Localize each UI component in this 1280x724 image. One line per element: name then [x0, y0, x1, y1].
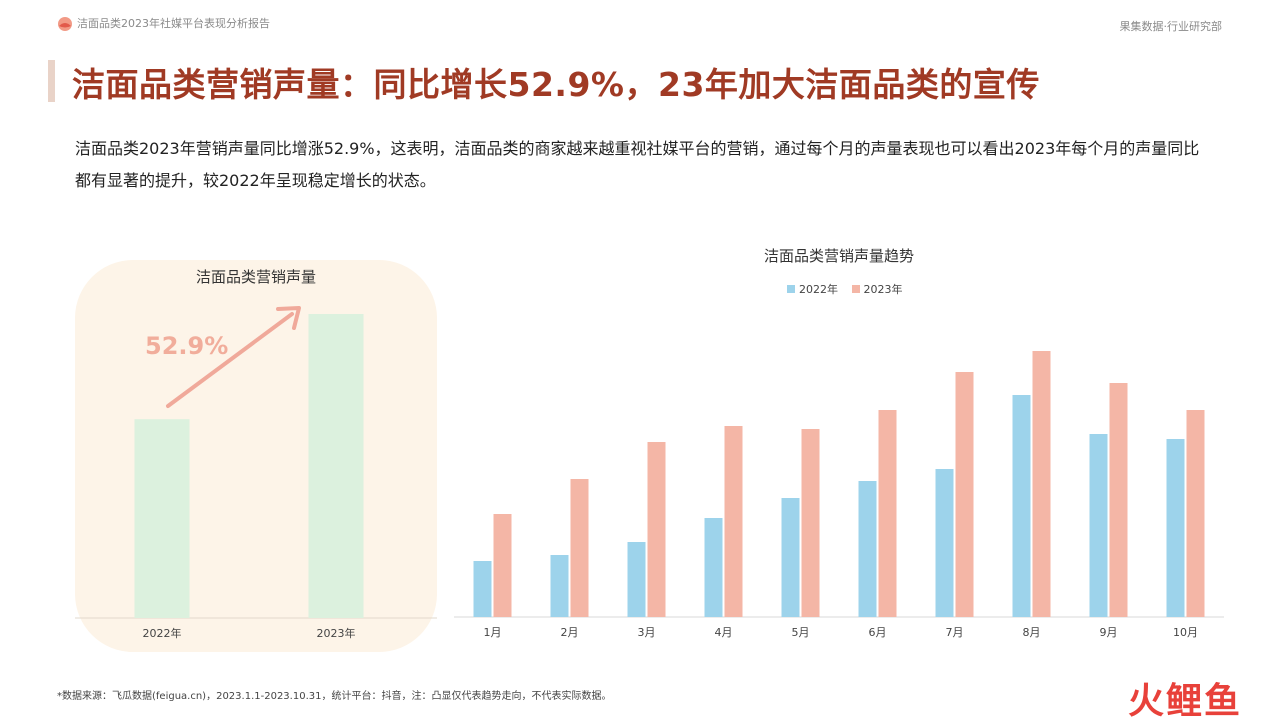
- monthly-bar-2023年-10月: [1186, 410, 1205, 617]
- monthly-tick-label: 6月: [869, 626, 887, 639]
- growth-percentage-label: 52.9%: [145, 332, 228, 360]
- monthly-bar-2023年-5月: [801, 429, 820, 617]
- monthly-bar-2023年-2月: [570, 479, 589, 617]
- yearly-bar-2022年: [134, 419, 190, 618]
- monthly-tick-label: 1月: [484, 626, 502, 639]
- monthly-chart-title: 洁面品类营销声量趋势: [763, 247, 914, 265]
- monthly-bar-2023年-4月: [724, 426, 743, 617]
- monthly-bar-2022年-1月: [473, 561, 492, 617]
- footnote: *数据来源：飞瓜数据(feigua.cn)，2023.1.1-2023.10.3…: [57, 691, 612, 702]
- monthly-tick-label: 3月: [638, 626, 656, 639]
- growth-arrow-icon: [166, 312, 294, 408]
- monthly-tick-label: 10月: [1173, 626, 1198, 639]
- monthly-tick-label: 8月: [1023, 626, 1041, 639]
- title-accent-bar: [48, 60, 55, 102]
- monthly-bar-2022年-10月: [1166, 439, 1185, 617]
- org-name: 果集数据·行业研究部: [1119, 20, 1223, 33]
- legend-swatch-2022: [787, 285, 795, 293]
- monthly-bar-2023年-6月: [878, 410, 897, 617]
- legend-label-2023: 2023年: [863, 283, 903, 296]
- monthly-bar-2023年-3月: [647, 442, 666, 617]
- monthly-tick-label: 4月: [715, 626, 733, 639]
- monthly-bar-2022年-3月: [627, 542, 646, 617]
- legend-swatch-2023: [851, 285, 860, 293]
- monthly-tick-label: 2月: [561, 626, 579, 639]
- legend-item-2023: 2023年: [851, 281, 903, 297]
- report-title: 洁面品类2023年社媒平台表现分析报告: [77, 17, 270, 30]
- monthly-bar-2022年-9月: [1089, 434, 1108, 617]
- monthly-bar-2023年-8月: [1032, 351, 1051, 617]
- monthly-chart-legend: 2022年 2023年: [787, 281, 913, 297]
- monthly-bar-2023年-7月: [955, 372, 974, 617]
- monthly-bar-2022年-4月: [704, 518, 723, 617]
- monthly-bar-2023年-9月: [1109, 383, 1128, 617]
- yearly-chart-title: 洁面品类营销声量: [195, 268, 316, 286]
- page-title: 洁面品类营销声量：同比增长52.9%，23年加大洁面品类的宣传: [72, 65, 1040, 104]
- monthly-bar-2022年-7月: [935, 469, 954, 617]
- monthly-bar-2022年-2月: [550, 555, 569, 617]
- watermark-logo: 火鲤鱼: [1127, 681, 1242, 722]
- yearly-tick-label: 2023年: [317, 626, 356, 640]
- monthly-tick-label: 5月: [792, 626, 810, 639]
- legend-label-2022: 2022年: [799, 283, 838, 296]
- monthly-bar-2023年-1月: [493, 514, 512, 617]
- monthly-tick-label: 9月: [1100, 626, 1118, 639]
- yearly-tick-label: 2022年: [143, 626, 182, 640]
- growth-arrow-head-icon: [276, 306, 301, 330]
- legend-item-2022: 2022年: [787, 281, 838, 297]
- report-logo-icon: [58, 17, 72, 31]
- monthly-tick-label: 7月: [946, 626, 964, 639]
- monthly-bar-2022年-8月: [1012, 395, 1031, 617]
- yearly-bar-2023年: [308, 314, 364, 618]
- monthly-bar-2022年-6月: [858, 481, 877, 617]
- monthly-bar-2022年-5月: [781, 498, 800, 617]
- summary-text: 洁面品类2023年营销声量同比增涨52.9%，这表明，洁面品类的商家越来越重视社…: [75, 139, 1200, 190]
